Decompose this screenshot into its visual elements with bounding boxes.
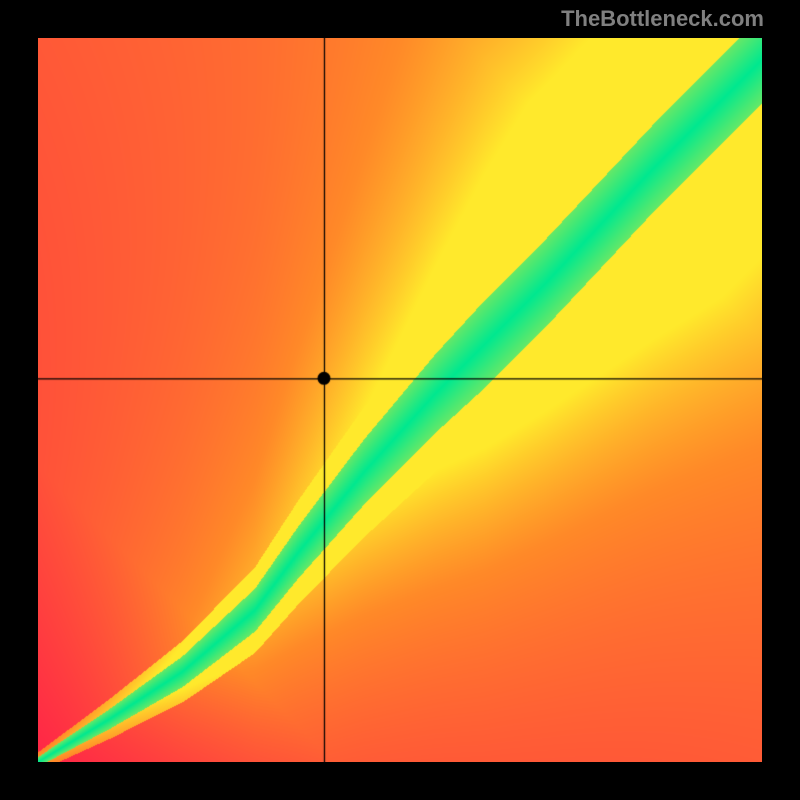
attribution-label: TheBottleneck.com [561, 6, 764, 32]
chart-container: TheBottleneck.com [0, 0, 800, 800]
bottleneck-heatmap [38, 38, 762, 762]
